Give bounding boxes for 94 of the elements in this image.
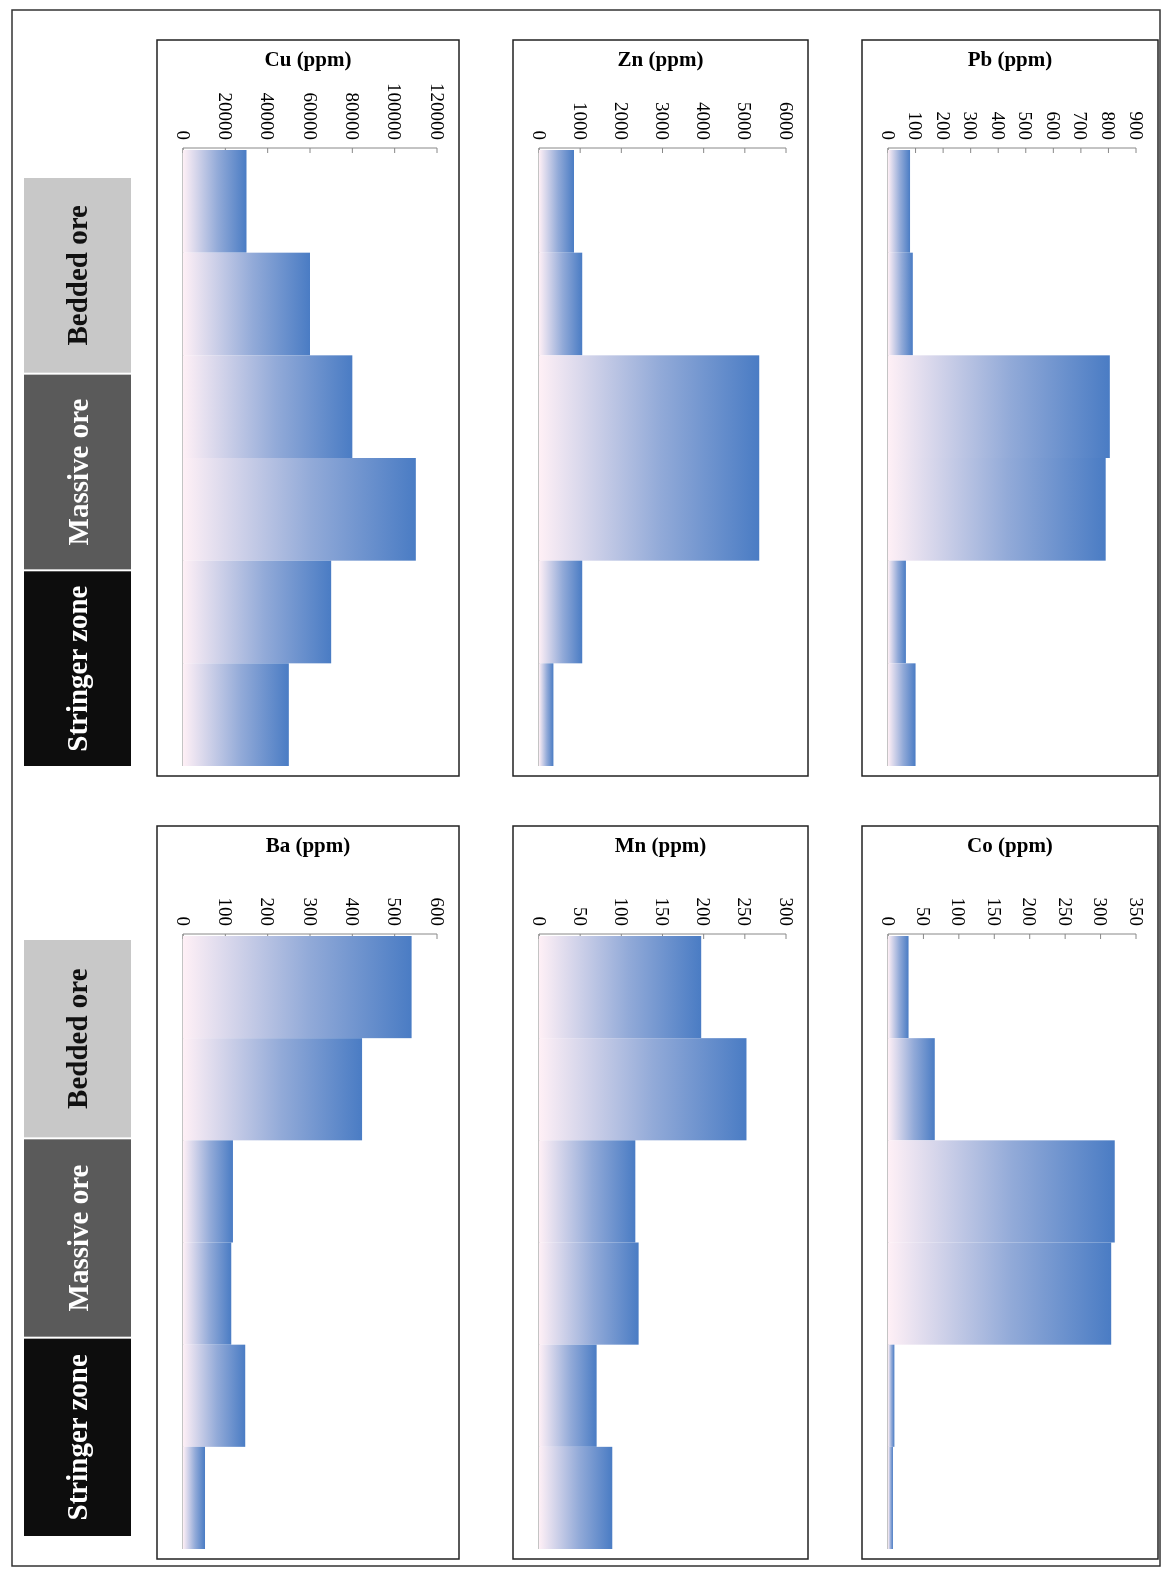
x-tick-label: 300 [775,897,797,926]
chart-title: Pb (ppm) [967,47,1053,71]
x-tick-label: 150 [983,897,1005,926]
bar [888,1140,1115,1243]
bar [888,150,911,253]
category-label: Massive ore [61,398,94,546]
x-tick-label: 0 [172,130,194,140]
bar [888,1242,1112,1345]
x-tick-label: 400 [341,897,363,926]
x-tick-label: 100000 [384,83,406,140]
bar [539,936,702,1039]
bar [888,560,906,664]
bar [539,1446,613,1549]
chart-title: Zn (ppm) [617,47,704,71]
bar [539,1038,747,1141]
chart-title: Ba (ppm) [265,833,351,857]
x-tick-label: 500 [384,897,406,926]
x-tick-label: 200 [257,897,279,926]
x-tick-label: 50 [569,907,591,926]
chart-title: Cu (ppm) [264,47,352,71]
x-tick-label: 150 [652,897,673,926]
bar [888,1446,893,1549]
bar [539,355,760,458]
bar [183,150,247,253]
x-tick-label: 60000 [299,92,321,140]
x-tick-label: 800 [1097,111,1119,140]
x-tick-label: 20000 [214,92,236,140]
bar [539,252,583,356]
bar [539,458,760,561]
x-tick-label: 100 [610,897,632,926]
x-tick-label: 5000 [734,102,756,140]
bar [183,1446,206,1549]
x-tick-label: 200 [693,897,715,926]
x-tick-label: 200 [1019,897,1041,926]
x-tick-label: 250 [1054,897,1076,926]
bar [888,252,913,356]
bar [183,1038,363,1141]
bar [539,1344,597,1447]
x-tick-label: 300 [960,111,982,140]
x-tick-label: 0 [528,130,550,140]
x-tick-label: 700 [1070,111,1092,140]
chart-title: Mn (ppm) [614,833,707,857]
x-tick-label: 50 [912,907,934,926]
x-tick-label: 0 [877,916,899,926]
x-tick-label: 1000 [569,102,591,140]
x-tick-label: 500 [1015,111,1037,140]
bar [888,663,916,766]
x-tick-label: 0 [877,130,899,140]
bar [539,663,554,766]
x-tick-label: 0 [528,916,550,926]
x-tick-label: 4000 [693,102,715,140]
x-tick-label: 300 [1090,897,1112,926]
x-tick-label: 200 [932,111,954,140]
category-label: Bedded ore [61,968,94,1109]
bar [539,560,583,664]
x-tick-label: 80000 [341,92,363,140]
bar [888,1038,935,1141]
bar [183,1344,246,1447]
x-tick-label: 600 [1042,111,1064,140]
x-tick-label: 100 [214,897,236,926]
category-label: Bedded ore [61,205,94,346]
bar [183,560,332,664]
bar [183,355,353,458]
bar [183,1140,233,1243]
x-tick-label: 600 [426,897,448,926]
bar [183,1242,232,1345]
category-label: Massive ore [61,1164,94,1312]
bar [888,458,1106,561]
bar [183,936,412,1039]
x-tick-label: 100 [948,897,970,926]
x-tick-label: 6000 [775,102,797,140]
bar [539,150,574,253]
x-tick-label: 250 [734,897,756,926]
x-tick-label: 0 [172,916,194,926]
category-label: Stringer zone [61,585,94,752]
chart-title: Co (ppm) [967,833,1053,857]
x-tick-label: 900 [1125,111,1147,140]
x-tick-label: 350 [1125,897,1147,926]
bar [539,1242,639,1345]
x-tick-label: 2000 [610,102,632,140]
bar [888,936,909,1039]
bar [183,252,310,356]
category-label: Stringer zone [61,1354,94,1521]
bar [888,355,1110,458]
bar [183,663,289,766]
x-tick-label: 3000 [652,102,673,140]
bar [539,1140,636,1243]
x-tick-label: 100 [905,111,927,140]
x-tick-label: 300 [299,897,321,926]
bar [888,1344,895,1447]
x-tick-label: 120000 [426,83,448,140]
bar [183,458,416,561]
x-tick-label: 40000 [257,92,279,140]
x-tick-label: 400 [987,111,1009,140]
